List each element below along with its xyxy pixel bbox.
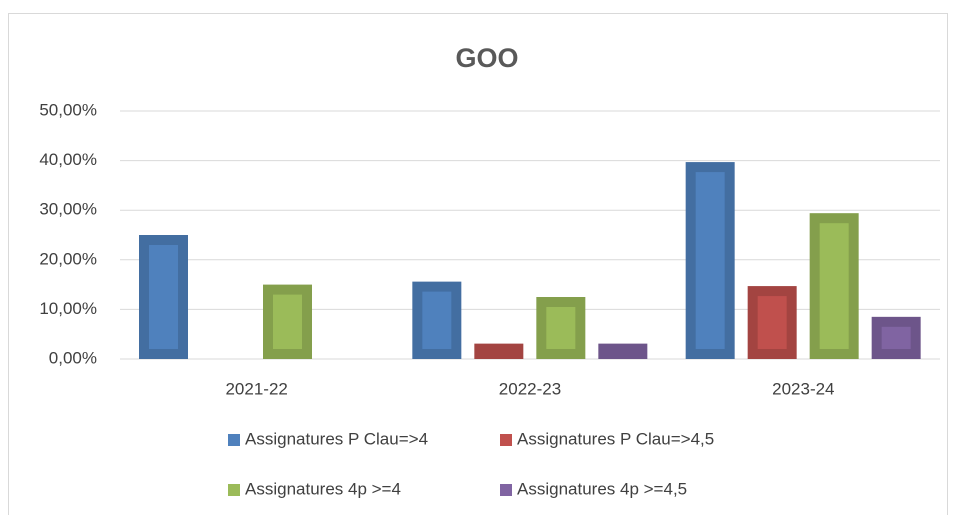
- bar: [263, 284, 312, 360]
- bar: [598, 343, 648, 359]
- x-tick-label: 2022-23: [499, 379, 561, 398]
- bar: [747, 286, 797, 360]
- bar: [139, 235, 188, 359]
- y-tick-label: 10,00%: [39, 299, 97, 318]
- chart-title: GOO: [455, 43, 518, 73]
- y-tick-label: 40,00%: [39, 150, 97, 169]
- y-tick-label: 50,00%: [39, 100, 97, 119]
- legend-swatch: [228, 434, 240, 446]
- bar: [474, 343, 524, 359]
- y-tick-label: 20,00%: [39, 249, 97, 268]
- legend-swatch: [500, 484, 512, 496]
- bar: [871, 316, 921, 359]
- legend-label: Assignatures P Clau=>4: [245, 429, 428, 448]
- legend-label: Assignatures P Clau=>4,5: [517, 429, 714, 448]
- legend-swatch: [228, 484, 240, 496]
- x-tick-label: 2021-22: [225, 379, 287, 398]
- legend-swatch: [500, 434, 512, 446]
- legend-label: Assignatures 4p >=4,5: [517, 479, 687, 498]
- legend-label: Assignatures 4p >=4: [245, 479, 401, 498]
- bar: [536, 297, 586, 359]
- y-tick-label: 0,00%: [49, 348, 97, 367]
- bar: [412, 281, 462, 359]
- bar: [809, 213, 859, 359]
- x-tick-label: 2023-24: [772, 379, 834, 398]
- y-tick-label: 30,00%: [39, 200, 97, 219]
- bar: [685, 162, 735, 359]
